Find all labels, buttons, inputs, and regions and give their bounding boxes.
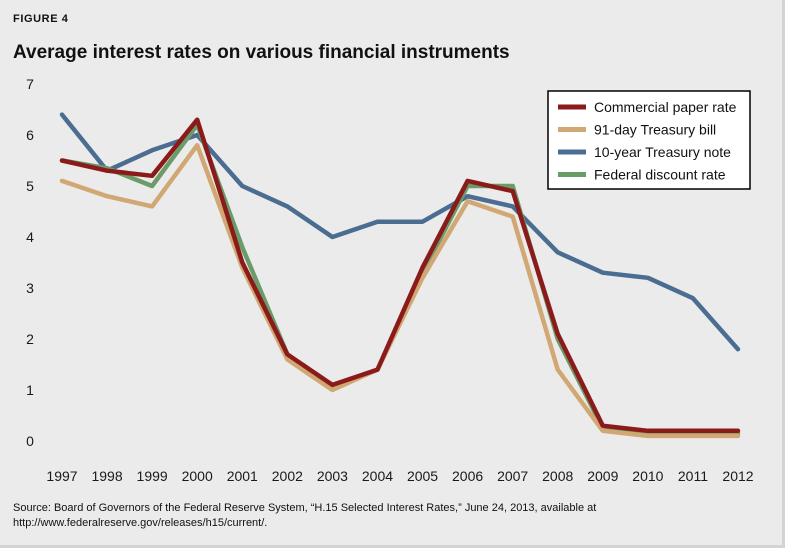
legend: Commercial paper rate 91-day Treasury bil… xyxy=(547,90,751,190)
figure-label: FIGURE 4 xyxy=(13,13,69,25)
source-line: Source: Board of Governors of the Federa… xyxy=(13,502,597,514)
x-tick-label: 2004 xyxy=(362,468,393,484)
series-line xyxy=(59,112,741,352)
x-tick-label: 2001 xyxy=(227,468,258,484)
x-tick-label: 2011 xyxy=(678,468,708,484)
x-tick-label: 2009 xyxy=(587,468,618,484)
y-tick-label: 0 xyxy=(26,433,34,449)
x-tick-label: 1997 xyxy=(46,468,77,484)
x-tick-label: 2000 xyxy=(182,468,213,484)
legend-label: Federal discount rate xyxy=(594,167,726,183)
x-tick-label: 2005 xyxy=(407,468,438,484)
x-tick-label: 2008 xyxy=(542,468,573,484)
y-axis: 0 1 2 3 4 5 6 7 xyxy=(26,76,34,449)
source-url-line: http://www.federalreserve.gov/releases/h… xyxy=(13,517,268,529)
chart-title: Average interest rates on various financ… xyxy=(13,42,510,63)
y-tick-label: 3 xyxy=(26,280,34,296)
line-chart: 0 1 2 3 4 5 6 7 1997 1998 1999 2000 2001 2002 2003 200… xyxy=(26,76,754,484)
legend-label: Commercial paper rate xyxy=(594,99,737,115)
x-tick-label: 2012 xyxy=(722,468,753,484)
y-tick-label: 7 xyxy=(26,76,34,92)
x-tick-label: 2002 xyxy=(272,468,303,484)
y-tick-label: 6 xyxy=(26,127,34,143)
x-tick-label: 1999 xyxy=(137,468,168,484)
y-tick-label: 1 xyxy=(26,382,34,398)
x-tick-label: 2006 xyxy=(452,468,483,484)
x-tick-label: 1998 xyxy=(91,468,122,484)
x-tick-label: 2007 xyxy=(497,468,528,484)
x-axis: 1997 1998 1999 2000 2001 2002 2003 2004 2005 2006… xyxy=(46,468,753,484)
legend-label: 10-year Treasury note xyxy=(594,144,731,160)
series-lines xyxy=(59,112,741,439)
x-tick-label: 2010 xyxy=(632,468,663,484)
x-tick-label: 2003 xyxy=(317,468,348,484)
y-tick-label: 4 xyxy=(26,229,34,245)
source-note: Source: Board of Governors of the Federa… xyxy=(13,501,753,531)
series-line xyxy=(59,117,741,434)
y-tick-label: 5 xyxy=(26,178,34,194)
y-tick-label: 2 xyxy=(26,331,34,347)
legend-label: 91-day Treasury bill xyxy=(594,122,716,138)
